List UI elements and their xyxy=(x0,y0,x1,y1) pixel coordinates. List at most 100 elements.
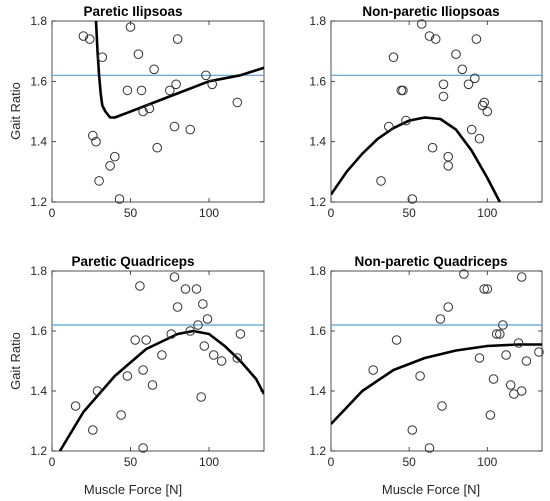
data-point xyxy=(70,401,81,411)
x-axis-label: Muscle Force [N] xyxy=(382,482,480,497)
data-point xyxy=(157,350,167,360)
x-tick-label: 0 xyxy=(328,455,335,469)
x-tick-label: 100 xyxy=(477,206,497,220)
data-point xyxy=(474,133,485,144)
data-point xyxy=(191,284,202,294)
data-point xyxy=(185,124,195,135)
data-point xyxy=(398,85,408,96)
data-point xyxy=(470,73,480,84)
data-point xyxy=(438,91,449,102)
data-point xyxy=(479,97,490,108)
data-point xyxy=(165,85,175,96)
x-tick-label: 100 xyxy=(199,455,219,469)
y-tick-label: 1.8 xyxy=(309,14,326,28)
data-point xyxy=(491,329,502,339)
data-point xyxy=(427,142,438,153)
data-point xyxy=(149,64,159,75)
data-point xyxy=(125,22,136,32)
data-point xyxy=(88,130,98,141)
data-point xyxy=(94,176,104,186)
y-tick-label: 1.6 xyxy=(309,324,326,338)
data-point xyxy=(110,151,120,162)
data-point xyxy=(152,142,162,153)
panel-non-paretic-iliopsoas: Non-paretic Iliopsoas 1.2 1.4 1.6 1.8 0 50 100 xyxy=(309,4,543,220)
data-point xyxy=(485,410,496,420)
data-point xyxy=(88,425,98,435)
data-point xyxy=(147,380,158,390)
data-point xyxy=(171,79,181,90)
data-point xyxy=(516,386,527,396)
data-point xyxy=(232,353,243,363)
x-tick-label: 50 xyxy=(402,206,416,220)
data-point xyxy=(384,121,394,132)
axes-box xyxy=(330,270,543,452)
x-axis-label: Muscle Force [N] xyxy=(84,482,182,497)
fit-curve xyxy=(331,343,542,425)
data-point xyxy=(505,380,516,390)
y-tick-label: 1.6 xyxy=(30,324,47,338)
data-point xyxy=(133,49,144,60)
data-point xyxy=(235,329,246,339)
data-point xyxy=(488,374,499,384)
data-point xyxy=(401,115,411,126)
data-point xyxy=(130,335,140,345)
data-point xyxy=(407,194,418,204)
data-point xyxy=(122,85,133,96)
data-point xyxy=(482,284,493,294)
y-tick-label: 1.8 xyxy=(30,264,47,278)
axes-box xyxy=(51,270,265,452)
x-tick-label: 100 xyxy=(477,455,497,469)
data-point xyxy=(138,443,148,453)
data-point xyxy=(501,350,511,360)
data-point xyxy=(451,49,461,60)
data-point xyxy=(232,97,243,108)
y-tick-label: 1.2 xyxy=(30,195,47,209)
y-tick-label: 1.2 xyxy=(309,195,326,209)
data-point xyxy=(407,425,418,435)
data-point xyxy=(141,335,151,345)
data-point xyxy=(388,52,399,63)
data-point xyxy=(216,356,227,366)
data-point xyxy=(430,34,441,44)
x-tick-label: 50 xyxy=(124,455,138,469)
data-point xyxy=(521,356,532,366)
data-point xyxy=(92,386,103,396)
data-point xyxy=(424,443,435,453)
data-point xyxy=(138,106,148,117)
data-point xyxy=(97,52,108,63)
data-point xyxy=(368,365,379,375)
y-tick-label: 1.2 xyxy=(30,444,47,458)
data-point xyxy=(105,161,115,171)
data-point xyxy=(498,320,508,330)
data-point xyxy=(135,281,145,291)
data-point xyxy=(471,34,482,44)
data-point xyxy=(172,302,183,312)
data-point xyxy=(136,85,147,96)
data-point xyxy=(198,299,208,309)
data-point xyxy=(482,106,493,117)
y-tick-label: 1.6 xyxy=(309,74,326,88)
data-point xyxy=(415,371,425,381)
y-tick-label: 1.4 xyxy=(309,135,326,149)
fit-curve xyxy=(58,329,264,451)
data-point xyxy=(435,314,446,324)
data-point xyxy=(457,64,468,75)
data-point xyxy=(459,269,469,279)
data-point xyxy=(443,302,454,312)
data-point xyxy=(443,161,454,171)
y-tick-label: 1.4 xyxy=(309,384,326,398)
data-point xyxy=(169,272,180,282)
data-point xyxy=(207,79,217,90)
data-point xyxy=(474,353,485,363)
data-point xyxy=(172,34,183,44)
data-point xyxy=(202,314,213,324)
x-tick-label: 0 xyxy=(328,206,335,220)
y-tick-label: 1.8 xyxy=(30,14,47,28)
x-tick-label: 0 xyxy=(49,206,56,220)
data-point xyxy=(138,365,148,375)
fit-curve xyxy=(331,116,501,202)
panel-title: Non-paretic Iliopsoas xyxy=(362,4,499,19)
data-point xyxy=(534,347,544,357)
y-tick-label: 1.4 xyxy=(30,384,47,398)
